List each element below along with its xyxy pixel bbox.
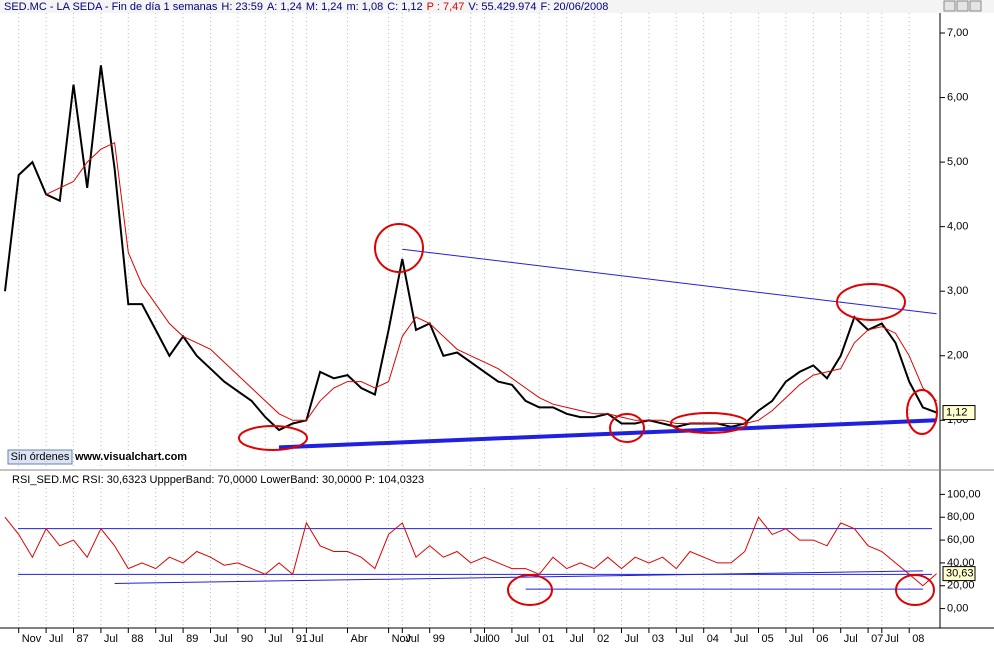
x-tick-label: Jul [570,633,584,645]
x-tick-label: Jul [474,633,488,645]
last-value-label: 30,63 [946,568,974,580]
orders-button[interactable] [7,449,73,465]
x-tick-label: Nov [22,633,42,645]
x-tick-label: Jul [159,633,173,645]
y-tick-label: 0,00 [947,602,968,614]
x-tick-label: Jul [734,633,748,645]
annotation-circle [836,283,906,321]
rsi-title: RSI_SED.MC RSI: 30,6323 UppperBand: 70,0… [12,474,424,486]
y-tick-label: 2,00 [947,350,968,362]
header-field: m: 1,08 [347,1,384,13]
header: SED.MC - LA SEDA - Fin de día 1 semanas H… [4,1,608,13]
x-tick-label: Jul [625,633,639,645]
x-tick-label: Jul [885,633,899,645]
orders-button-label[interactable]: Sin órdenes [11,451,70,463]
x-tick-label: 87 [77,633,89,645]
y-tick-label: 7,00 [947,27,968,39]
x-tick-label: Jul [214,633,228,645]
series-line [4,516,937,587]
x-tick-label: 90 [241,633,253,645]
x-tick-label: 89 [186,633,198,645]
x-tick-label: Jul [789,633,803,645]
y-tick-label: 4,00 [947,221,968,233]
trend-line [278,418,937,450]
series-line [45,141,937,424]
header-bar [0,0,994,13]
y-tick-label: 6,00 [947,91,968,103]
maximize[interactable] [956,0,969,12]
close[interactable] [969,0,982,12]
x-tick-label: 05 [762,633,774,645]
last-value-box [942,405,976,421]
minimize[interactable] [943,0,956,12]
annotation-circle [374,223,424,273]
header-field: C: 1,12 [387,1,422,13]
header-field: A: 1,24 [267,1,302,13]
y-tick-label: 20,00 [947,580,975,592]
x-tick-label: 04 [707,633,719,645]
header-volume: V: 55.429.974 [468,1,536,13]
x-tick-label: Jul [405,633,419,645]
y-tick-label: 3,00 [947,285,968,297]
x-tick-label: 01 [542,633,554,645]
x-tick-label: Jul [844,633,858,645]
x-tick-label: Abr [351,633,368,645]
annotation-circle [670,412,748,434]
annotations [238,223,938,606]
y-tick-label: 80,00 [947,511,975,523]
x-tick-label: Jul [679,633,693,645]
y-tick-label: 100,00 [947,488,981,500]
header-field: M: 1,24 [306,1,343,13]
x-tick-label: 06 [816,633,828,645]
header-date: F: 20/06/2008 [541,1,609,13]
trend-line [402,248,937,315]
y-tick-label: 60,00 [947,534,975,546]
y-tick-label: 40,00 [947,557,975,569]
x-tick-label: Jul [49,633,63,645]
header-field: H: 23:59 [221,1,263,13]
x-tick-label: 99 [433,633,445,645]
annotation-circle [609,413,645,443]
annotation-circle [238,425,308,451]
x-tick-label: Jul [104,633,118,645]
x-tick-label: 03 [652,633,664,645]
x-tick-label: 91 [296,633,308,645]
x-tick-label: Jul [268,633,282,645]
window-controls[interactable] [943,0,982,12]
annotation-circle [507,574,553,606]
last-value-box [942,566,976,582]
x-tick-label: 02 [597,633,609,645]
x-tick-label: 07 [871,633,883,645]
watermark: www.visualchart.com [74,451,187,463]
x-tick-label: 00 [488,633,500,645]
x-tick-label: 08 [912,633,924,645]
x-tick-label: Jul [515,633,529,645]
y-tick-label: 5,00 [947,156,968,168]
header-title: SED.MC - LA SEDA - Fin de día 1 semanas [4,1,218,13]
x-tick-label: Jul [309,633,323,645]
x-tick-label: 88 [131,633,143,645]
last-value-label: 1,12 [946,406,967,418]
annotation-circle [906,389,938,435]
x-tick-label: Nov [392,633,412,645]
series-line [4,65,937,432]
header-change: P : 7,47 [427,1,465,13]
annotation-circle [895,574,935,606]
